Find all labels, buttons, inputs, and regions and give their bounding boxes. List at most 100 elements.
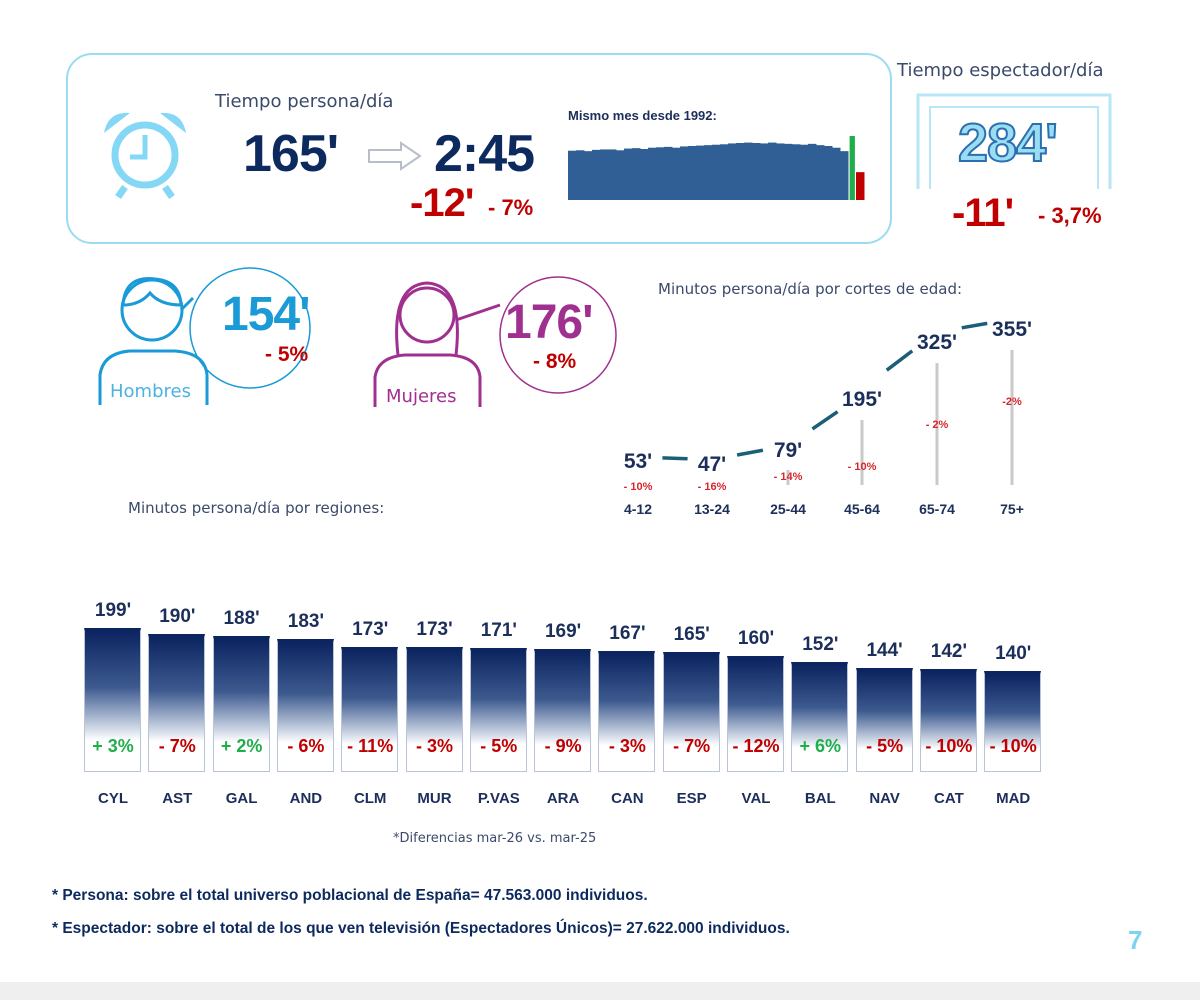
sparkline-bar (768, 142, 777, 200)
region-value-label: 152' (802, 633, 839, 655)
region-bar (148, 634, 206, 772)
age-value-label: 53' (623, 450, 653, 473)
age-pct-label: - 14% (773, 471, 803, 483)
region-category-label: MAD (996, 790, 1031, 807)
region-pct-label: - 11% (347, 736, 394, 756)
region-value-label: 169' (544, 621, 582, 643)
age-line-segment (736, 448, 764, 457)
sparkline-chart (568, 136, 865, 200)
age-category-label: 25-44 (770, 501, 806, 517)
person-time-panel (66, 53, 892, 244)
sparkline-bar (816, 145, 825, 200)
region-pct-label: + 3% (92, 736, 134, 756)
region-category-label: ESP (676, 790, 707, 807)
sparkline-bar (840, 151, 849, 200)
age-value-label: 47' (697, 452, 727, 476)
person-hours: 2:45 (434, 125, 535, 183)
person-diff-pct: - 7% (488, 195, 534, 220)
age-value-label: 79' (773, 438, 803, 462)
region-value-label: 165' (673, 624, 710, 646)
age-category-label: 4-12 (623, 501, 653, 517)
sparkline-bar (656, 147, 665, 200)
page-number: 7 (1128, 925, 1143, 955)
men-value: 154' (222, 288, 310, 341)
region-value-label: 171' (480, 620, 517, 642)
region-bar (598, 650, 656, 772)
sparkline-bar (640, 149, 649, 200)
region-category-label: BAL (804, 790, 836, 807)
sparkline-bar (704, 145, 713, 200)
footnote-espectador: * Espectador: sobre el total de los que … (52, 920, 790, 937)
region-category-label: CAT (934, 790, 964, 807)
sparkline-bar (592, 149, 601, 200)
sparkline-bar (776, 143, 785, 200)
age-pct-label: - 10% (623, 481, 653, 493)
sparkline-bar (752, 143, 761, 200)
viewer-minutes: 284' (957, 112, 1059, 174)
alarm-clock-icon (104, 112, 186, 200)
viewer-diff-minutes: -11' (952, 191, 1014, 235)
age-value-label: 325' (916, 331, 958, 355)
age-category-label: 45-64 (844, 501, 880, 517)
regions-chart-title: Minutos persona/día por regiones: (128, 499, 385, 517)
region-pct-label: - 12% (732, 736, 780, 756)
sparkline-bar (696, 145, 705, 200)
sparkline-bar (720, 144, 729, 200)
region-bar (919, 669, 977, 772)
region-category-label: GAL (225, 790, 258, 807)
women-value: 176' (505, 296, 593, 349)
region-bar (276, 639, 334, 772)
region-value-label: 167' (609, 622, 646, 644)
bottom-strip (0, 982, 1200, 1000)
viewer-frame (916, 93, 1112, 189)
region-bar (405, 646, 463, 772)
region-pct-label: - 10% (989, 736, 1037, 756)
region-category-label: P.VAS (477, 790, 520, 807)
men-pct: - 5% (265, 343, 309, 366)
region-value-label: 183' (287, 611, 324, 633)
age-value-label: 195' (841, 387, 883, 411)
region-category-label: ARA (546, 790, 580, 807)
sparkline-bar (824, 146, 833, 200)
region-pct-label: - 7% (673, 736, 711, 756)
age-pct-label: - 10% (847, 461, 877, 473)
region-bar (855, 667, 913, 772)
region-bar (469, 648, 527, 772)
sparkline-bar (736, 143, 745, 200)
sparkline-bar (576, 150, 585, 200)
region-bar (791, 661, 849, 772)
viewer-diff-pct: - 3,7% (1038, 203, 1102, 228)
region-value-label: 140' (995, 642, 1032, 664)
region-bar (984, 670, 1042, 772)
region-category-label: CAN (611, 790, 644, 807)
sparkline-bar (760, 143, 769, 200)
region-pct-label: - 5% (480, 736, 518, 756)
region-value-label: 144' (866, 639, 903, 661)
woman-icon (373, 276, 617, 407)
age-category-label: 75+ (1000, 501, 1024, 517)
sparkline-bar (856, 172, 865, 200)
region-bar (662, 652, 720, 772)
sparkline-bar (728, 143, 737, 200)
region-bar (84, 627, 141, 772)
region-category-label: AND (289, 790, 323, 807)
differences-note: *Diferencias mar-26 vs. mar-25 (393, 831, 597, 846)
sparkline-bar (672, 147, 681, 200)
sparkline-bar (744, 142, 753, 200)
age-line-chart (662, 321, 1014, 485)
region-category-label: MUR (417, 790, 452, 807)
sparkline-bar (648, 147, 657, 200)
region-bar (341, 646, 399, 772)
region-pct-label: - 7% (158, 736, 196, 756)
region-pct-label: - 3% (608, 736, 646, 756)
region-pct-label: - 9% (544, 736, 582, 756)
region-value-label: 188' (223, 607, 260, 629)
region-bar (212, 635, 270, 772)
region-bar (727, 656, 784, 772)
sparkline-bar (808, 143, 817, 200)
women-label: Mujeres (386, 386, 457, 407)
sparkline-bar (832, 147, 841, 200)
age-category-label: 65-74 (919, 501, 955, 517)
sparkline-bar (664, 146, 673, 200)
region-pct-label: - 6% (287, 736, 325, 756)
